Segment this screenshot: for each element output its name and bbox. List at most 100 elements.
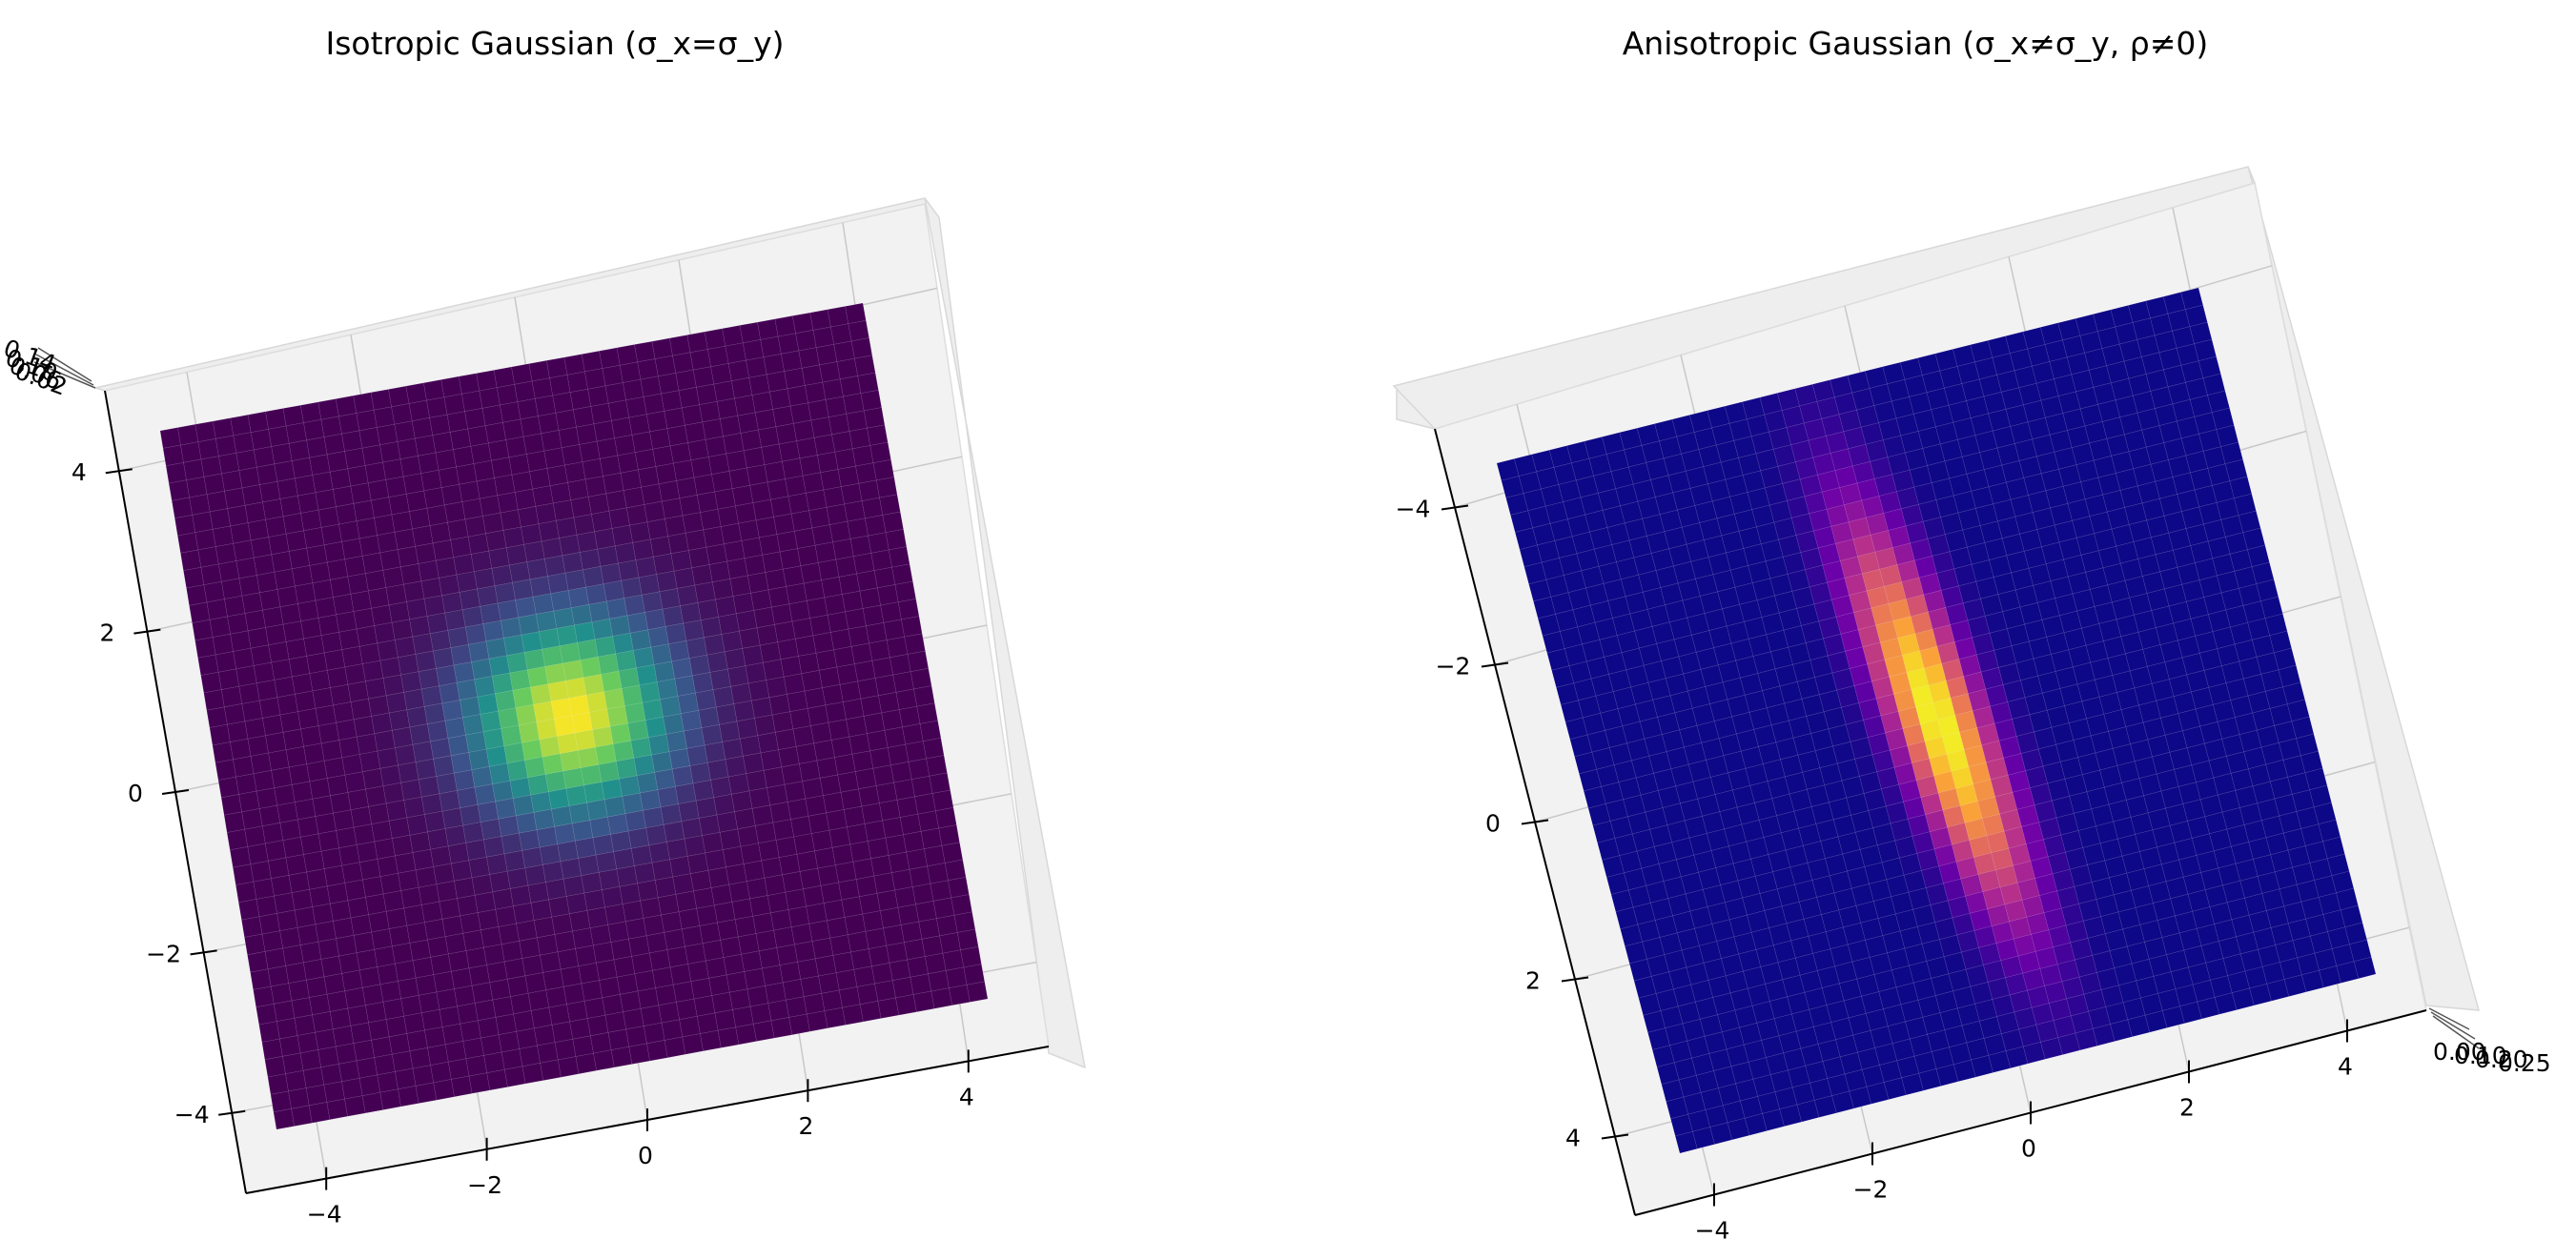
surface-cell [741,537,764,559]
surface-cell [406,705,428,728]
surface-cell [338,736,360,759]
surface-cell [494,581,517,604]
surface-cell [917,810,940,832]
surface-cell [675,890,698,913]
surface-cell [687,546,710,569]
surface-cell [705,957,727,979]
surface-cell [720,522,743,545]
surface-cell [365,893,387,916]
surface-cell [636,771,659,794]
surface-cell [335,502,358,525]
surface-cell [238,575,260,597]
surface-cell [695,797,718,819]
surface-cell [376,423,399,446]
surface-cell [550,805,573,827]
surface-cell [767,478,789,500]
surface-cell [399,563,422,585]
surface-cell [715,703,738,725]
surface-cell [353,499,375,522]
surface-cell [820,882,843,904]
surface-cell [885,834,908,856]
surface-cell [418,559,440,582]
surface-cell [844,500,866,522]
surface-cell [506,651,528,674]
surface-cell [547,572,569,595]
y-tick [1521,819,1549,825]
surface-cell [353,715,376,738]
surface-cell [658,1001,681,1024]
surface-cell [875,782,898,804]
surface-cell [356,517,378,539]
surface-cell [873,566,896,589]
surface-cell [373,406,396,428]
surface-cell [501,832,523,855]
surface-cell [371,820,393,843]
surface-cell [490,457,513,478]
surface-cell [497,599,520,621]
surface-cell [900,921,923,944]
surface-cell [385,583,407,606]
surface-cell [770,603,793,625]
surface-cell [480,818,502,841]
back-pane-right [924,197,1086,1069]
surface-cell [608,507,630,529]
surface-cell [465,731,487,753]
surface-cell [689,762,711,784]
surface-cell [274,676,296,699]
surface-cell [598,761,620,782]
surface-cell [261,714,284,737]
surface-cell [241,592,263,614]
surface-cell [453,661,476,683]
surface-cell [663,713,685,735]
surface-cell [704,328,726,350]
surface-cell [894,580,917,603]
surface-cell [732,1005,754,1028]
surface-cell [220,793,243,816]
surface-cell [838,573,861,595]
surface-cell [423,487,445,509]
surface-cell [476,369,498,392]
surface-cell [367,587,390,609]
surface-cell [836,663,859,685]
surface-cell [811,937,834,960]
surface-cell [374,621,396,644]
z-tick-label: 0.00 [2433,1038,2486,1066]
surface-cell [640,1005,663,1026]
surface-cell [728,988,751,1010]
surface-cell [595,851,618,873]
surface-cell [725,342,746,364]
surface-cell [828,826,851,848]
surface-cell [288,763,311,785]
surface-cell [622,792,644,815]
surface-cell [797,958,819,980]
surface-cell [570,496,592,518]
surface-cell [274,460,296,482]
surface-cell [358,966,381,988]
surface-cell [863,407,886,429]
surface-cell [848,625,870,647]
surface-cell [230,630,252,652]
surface-cell [612,632,634,655]
anisotropic-surface-plot: Anisotropic Gaussian (σ_x≠σ_y, ρ≠0) −4−2… [1392,25,2551,1239]
surface-cell [730,790,753,813]
surface-cell [485,637,508,660]
surface-cell [523,648,546,671]
surface-cell [454,985,476,1007]
surface-cell [877,997,900,1019]
y-tick [1561,976,1589,983]
surface-cell [444,1040,467,1063]
surface-cell [484,421,507,444]
surface-cell [235,881,257,904]
surface-cell [420,577,442,599]
surface-cell [439,1005,461,1027]
surface-cell [709,668,732,691]
surface-cell [444,609,466,631]
surface-cell [320,416,342,437]
surface-cell [734,395,756,416]
surface-cell [856,570,878,592]
surface-cell [856,983,879,1005]
surface-cell [577,746,600,769]
surface-cell [600,562,623,585]
surface-cell [250,752,273,775]
surface-cell [258,1021,280,1043]
